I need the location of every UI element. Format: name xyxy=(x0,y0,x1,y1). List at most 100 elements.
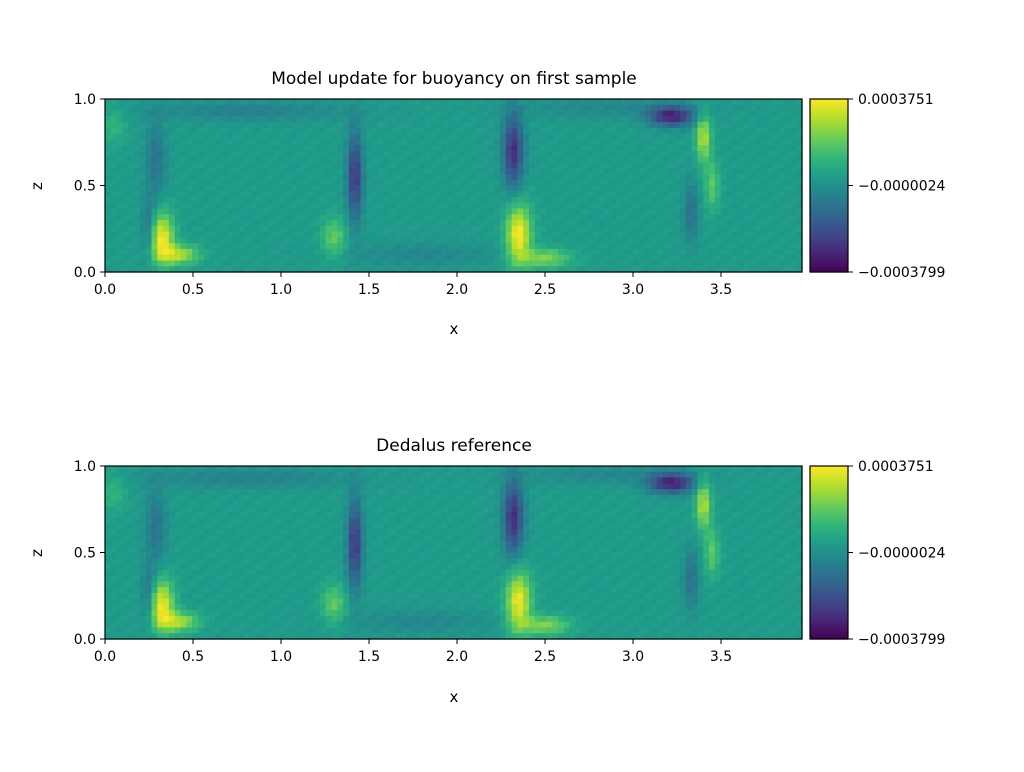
heatmap-cell xyxy=(372,209,378,215)
heatmap-cell xyxy=(268,610,274,616)
heatmap-cell xyxy=(326,255,332,261)
heatmap-cell xyxy=(337,616,343,622)
heatmap-cell xyxy=(326,197,332,203)
heatmap-cell xyxy=(250,478,256,484)
chart-title: Model update for buoyancy on first sampl… xyxy=(271,69,637,89)
heatmap-cell xyxy=(204,191,210,197)
heatmap-cell xyxy=(181,529,187,535)
heatmap-cell xyxy=(140,237,146,243)
heatmap-cell xyxy=(332,576,338,582)
heatmap-cell xyxy=(529,226,535,232)
heatmap-cell xyxy=(198,168,204,174)
heatmap-cell xyxy=(326,622,332,628)
heatmap-cell xyxy=(500,249,506,255)
heatmap-cell xyxy=(273,255,279,261)
heatmap-cell xyxy=(227,547,233,553)
heatmap-cell xyxy=(175,553,181,559)
heatmap-cell xyxy=(436,105,442,111)
heatmap-cell xyxy=(436,168,442,174)
heatmap-cell xyxy=(622,255,628,261)
heatmap-cell xyxy=(680,145,686,151)
heatmap-cell xyxy=(279,139,285,145)
heatmap-cell xyxy=(146,232,152,238)
heatmap-cell xyxy=(297,111,303,117)
heatmap-cell xyxy=(134,622,140,628)
heatmap-cell xyxy=(355,122,361,128)
heatmap-cell xyxy=(349,99,355,105)
heatmap-cell xyxy=(210,105,216,111)
heatmap-cell xyxy=(250,553,256,559)
heatmap-cell xyxy=(337,599,343,605)
heatmap-cell xyxy=(709,157,715,163)
heatmap-cell xyxy=(651,197,657,203)
heatmap-cell xyxy=(111,209,117,215)
heatmap-cell xyxy=(575,99,581,105)
heatmap-cell xyxy=(111,512,117,518)
heatmap-cell xyxy=(332,466,338,472)
heatmap-cell xyxy=(686,99,692,105)
heatmap-cell xyxy=(674,162,680,168)
heatmap-cell xyxy=(210,122,216,128)
heatmap-cell xyxy=(674,260,680,266)
heatmap-cell xyxy=(146,587,152,593)
heatmap-cell xyxy=(262,168,268,174)
heatmap-cell xyxy=(117,203,123,209)
heatmap-cell xyxy=(297,593,303,599)
heatmap-cell xyxy=(105,599,111,605)
heatmap-cell xyxy=(233,197,239,203)
heatmap-cell xyxy=(645,99,651,105)
heatmap-cell xyxy=(407,180,413,186)
heatmap-cell xyxy=(355,157,361,163)
heatmap-cell xyxy=(738,174,744,180)
heatmap-cell xyxy=(738,145,744,151)
heatmap-cell xyxy=(122,157,128,163)
heatmap-cell xyxy=(204,214,210,220)
heatmap-cell xyxy=(587,134,593,140)
heatmap-cell xyxy=(192,191,198,197)
heatmap-cell xyxy=(163,524,169,530)
heatmap-cell xyxy=(343,168,349,174)
heatmap-cell xyxy=(227,622,233,628)
heatmap-cell xyxy=(721,191,727,197)
heatmap-cell xyxy=(314,610,320,616)
heatmap-cell xyxy=(134,226,140,232)
heatmap-cell xyxy=(483,139,489,145)
heatmap-cell xyxy=(128,180,134,186)
heatmap-cell xyxy=(680,105,686,111)
heatmap-cell xyxy=(436,220,442,226)
heatmap-cell xyxy=(471,260,477,266)
heatmap-cell xyxy=(785,180,791,186)
heatmap-cell xyxy=(128,168,134,174)
heatmap-cell xyxy=(308,535,314,541)
heatmap-cell xyxy=(465,260,471,266)
heatmap-cell xyxy=(541,186,547,192)
heatmap-cell xyxy=(634,191,640,197)
heatmap-cell xyxy=(134,186,140,192)
heatmap-cell xyxy=(436,116,442,122)
heatmap-cell xyxy=(378,243,384,249)
heatmap-cell xyxy=(605,157,611,163)
heatmap-cell xyxy=(204,203,210,209)
heatmap-cell xyxy=(668,191,674,197)
heatmap-cell xyxy=(262,506,268,512)
heatmap-cell xyxy=(517,226,523,232)
heatmap-cell xyxy=(233,134,239,140)
heatmap-cell xyxy=(686,122,692,128)
heatmap-cell xyxy=(198,529,204,535)
heatmap-cell xyxy=(372,105,378,111)
heatmap-cell xyxy=(239,489,245,495)
heatmap-cell xyxy=(541,105,547,111)
heatmap-cell xyxy=(268,576,274,582)
heatmap-cell xyxy=(163,495,169,501)
heatmap-cell xyxy=(215,162,221,168)
heatmap-cell xyxy=(239,226,245,232)
heatmap-cell xyxy=(297,564,303,570)
heatmap-cell xyxy=(726,151,732,157)
heatmap-cell xyxy=(181,478,187,484)
heatmap-cell xyxy=(122,576,128,582)
heatmap-cell xyxy=(767,174,773,180)
heatmap-cell xyxy=(337,197,343,203)
heatmap-cell xyxy=(221,518,227,524)
heatmap-cell xyxy=(401,232,407,238)
heatmap-cell xyxy=(558,249,564,255)
